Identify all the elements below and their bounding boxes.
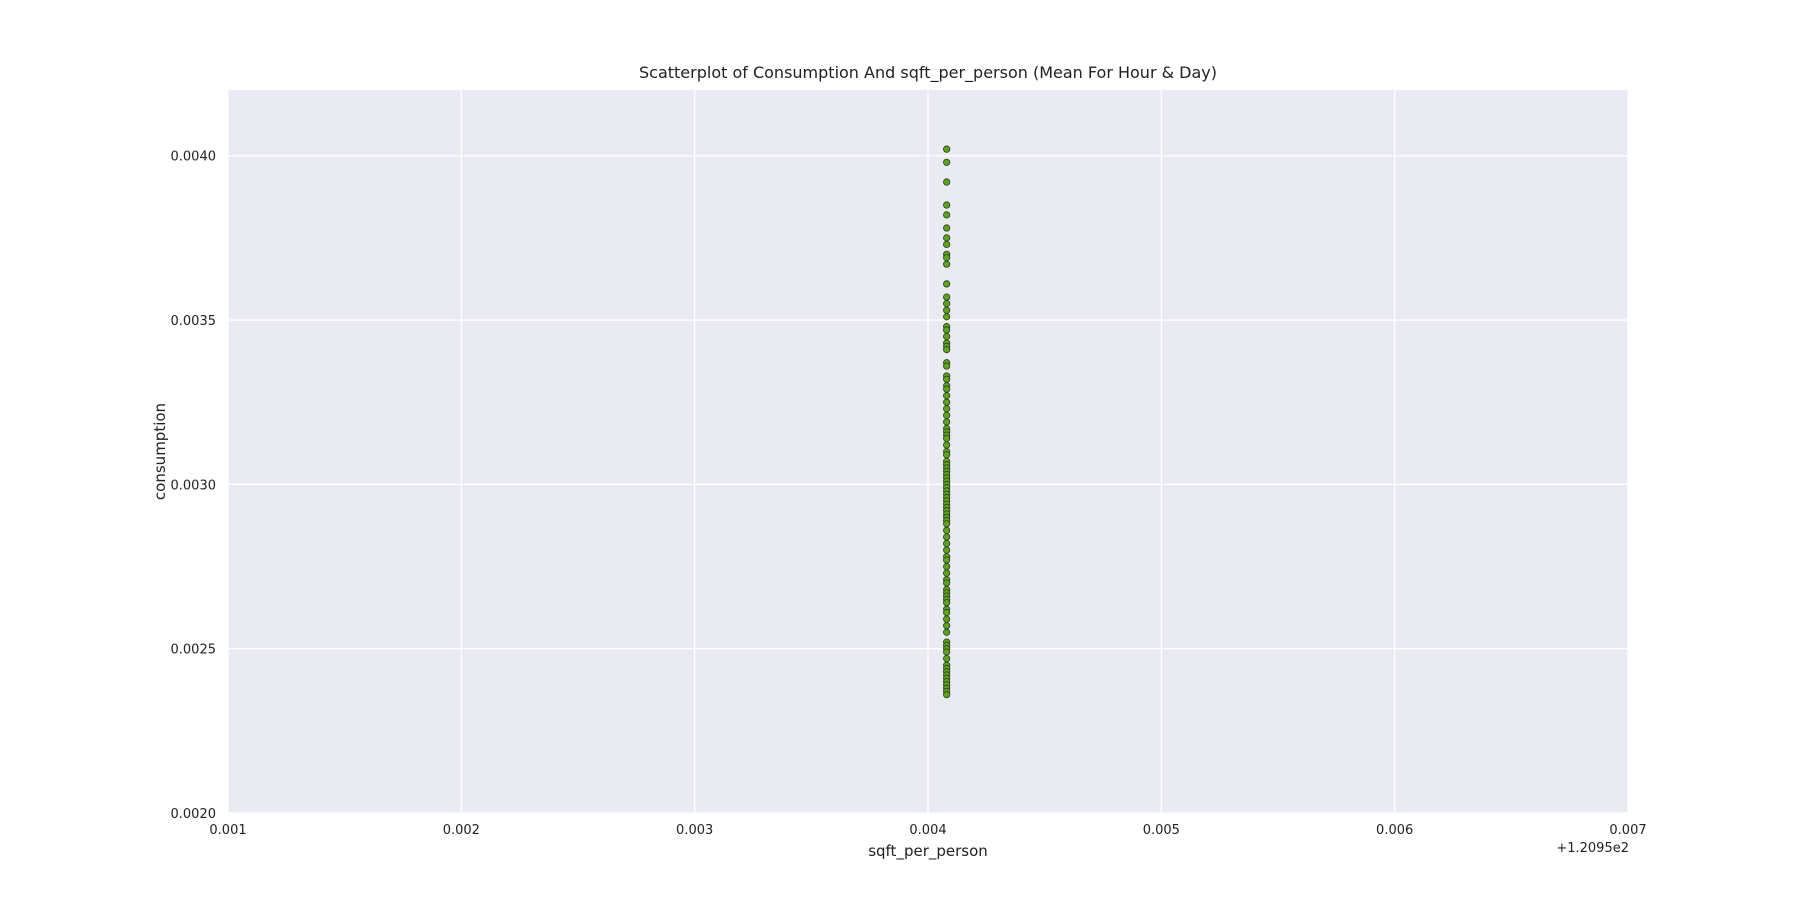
scatter-point	[943, 300, 951, 308]
scatter-point	[943, 546, 951, 554]
scatter-point	[943, 451, 951, 459]
x-tick-label: 0.004	[909, 823, 946, 838]
scatter-point	[943, 375, 951, 383]
chart-title: Scatterplot of Consumption And sqft_per_…	[639, 63, 1217, 83]
scatter-point	[943, 158, 951, 166]
scatter-point	[943, 569, 951, 577]
scatter-point	[943, 405, 951, 413]
scatter-point	[943, 326, 951, 334]
scatter-point	[943, 346, 951, 354]
scatter-point	[943, 392, 951, 400]
y-tick-label: 0.0035	[171, 314, 217, 329]
scatter-point	[943, 434, 951, 442]
scatter-point	[943, 362, 951, 370]
scatter-point	[943, 628, 951, 636]
scatter-point	[943, 178, 951, 186]
y-tick-label: 0.0030	[171, 478, 217, 493]
scatter-point	[943, 211, 951, 219]
scatter-point	[943, 385, 951, 393]
x-axis-offset-label: +1.2095e2	[1556, 841, 1629, 856]
scatter-point	[943, 293, 951, 301]
grid-lines	[227, 90, 1629, 814]
scatter-point	[943, 648, 951, 656]
scatter-point	[943, 556, 951, 564]
scatter-point	[943, 691, 951, 699]
scatter-point	[943, 599, 951, 607]
scatter-point	[943, 332, 951, 341]
scatter-point	[943, 533, 951, 541]
scatter-point	[943, 260, 951, 268]
scatter-point	[943, 608, 951, 617]
scatter-point	[943, 562, 951, 571]
x-tick-label: 0.002	[443, 823, 480, 838]
x-tick-label: 0.005	[1143, 823, 1180, 838]
scatter-point	[943, 313, 951, 321]
x-tick-label: 0.007	[1609, 823, 1646, 838]
scatter-point	[943, 520, 951, 528]
scatter-point	[943, 254, 951, 262]
scatter-point	[943, 145, 951, 153]
x-axis-title: sqft_per_person	[868, 842, 988, 861]
scatter-point	[943, 234, 951, 242]
scatter-point	[943, 224, 951, 232]
data-points	[943, 145, 951, 699]
x-tick-label: 0.001	[209, 823, 246, 838]
scatter-point	[943, 306, 951, 314]
y-tick-label: 0.0040	[171, 150, 217, 165]
scatter-point	[943, 280, 951, 288]
scatter-point	[943, 539, 951, 548]
scatter-point	[943, 615, 951, 623]
y-tick-label: 0.0025	[171, 643, 217, 658]
scatter-point	[943, 526, 951, 534]
y-tick-labels: 0.0020 0.0025 0.0030 0.0035 0.0040	[171, 150, 217, 822]
scatter-point	[943, 654, 951, 663]
scatter-point	[943, 398, 951, 406]
y-tick-label: 0.0020	[171, 807, 217, 822]
y-axis-title: consumption	[151, 403, 169, 500]
scatter-point	[943, 411, 951, 419]
scatter-point	[943, 240, 951, 249]
scatter-point	[943, 418, 951, 426]
scatter-point	[943, 622, 951, 630]
scatter-point	[943, 579, 951, 587]
scatter-point	[943, 201, 951, 209]
scatter-point	[943, 441, 951, 449]
x-tick-label: 0.003	[676, 823, 713, 838]
x-tick-label: 0.006	[1376, 823, 1413, 838]
x-tick-labels: 0.001 0.002 0.003 0.004 0.005 0.006 0.007	[209, 823, 1646, 838]
